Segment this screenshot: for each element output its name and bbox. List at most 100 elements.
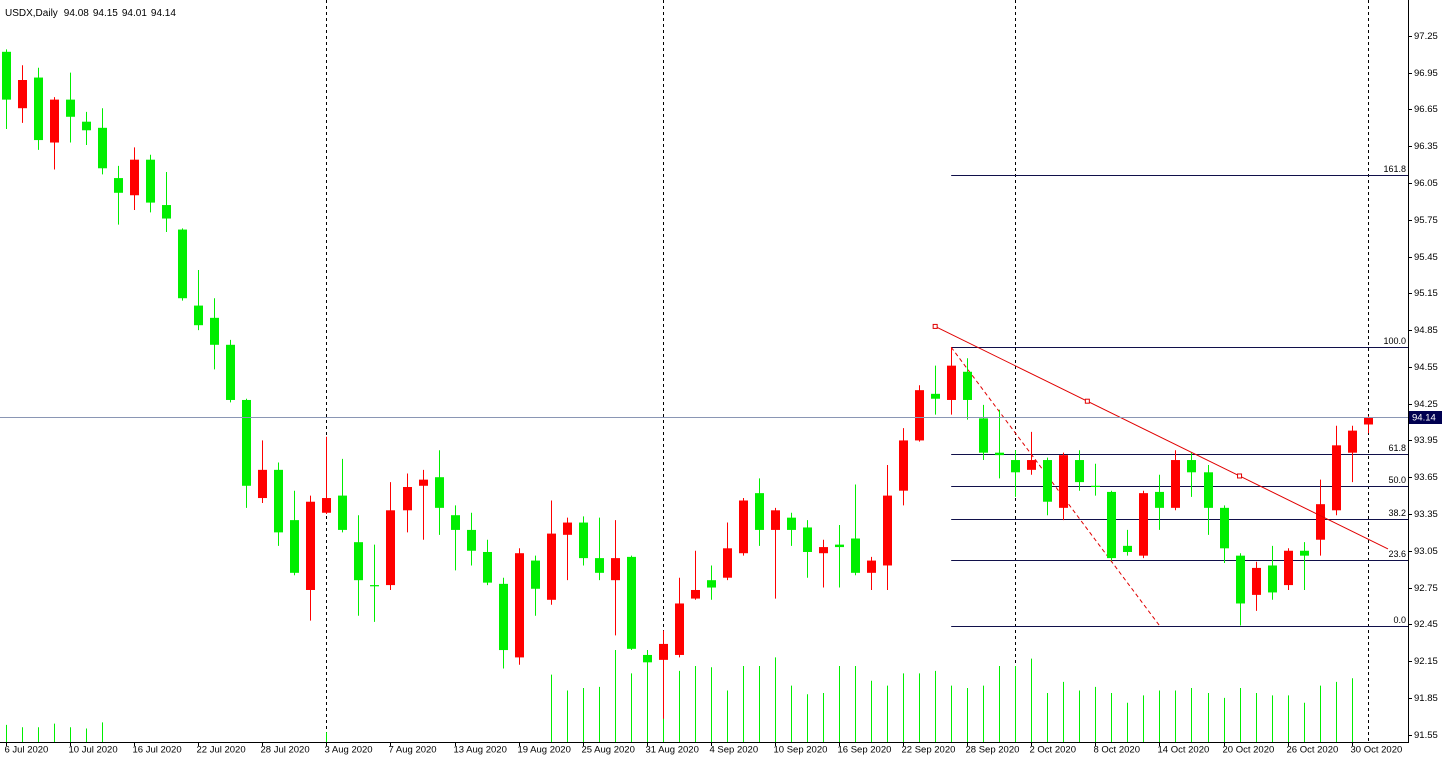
symbol-title: USDX,Daily — [5, 8, 58, 19]
candle-body — [290, 520, 299, 573]
y-tick-label: 97.25 — [1414, 31, 1438, 42]
candle-body — [1268, 565, 1277, 593]
candle-body — [1332, 445, 1341, 511]
candle-body — [18, 80, 27, 109]
trendline-handle — [1237, 473, 1243, 479]
candle-body — [1284, 550, 1293, 586]
candle-body — [1091, 485, 1100, 488]
fib-level-label: 50.0 — [1388, 475, 1406, 485]
x-tick-label: 4 Sep 2020 — [710, 745, 759, 756]
candle-body — [675, 603, 684, 655]
candle-body — [1011, 460, 1020, 473]
candle-body — [2, 51, 11, 100]
candle-body — [146, 159, 155, 203]
x-tick-label: 28 Sep 2020 — [966, 745, 1020, 756]
x-tick-label: 16 Jul 2020 — [133, 745, 182, 756]
fib-level-label: 0.0 — [1393, 615, 1406, 625]
candle-body — [819, 547, 828, 554]
x-tick-label: 20 Oct 2020 — [1223, 745, 1275, 756]
candle-body — [1171, 460, 1180, 508]
candle-body — [1348, 430, 1357, 453]
candle-body — [114, 178, 123, 193]
y-tick-label: 95.15 — [1414, 288, 1438, 299]
candle-body — [226, 344, 235, 400]
header-low: 94.01 — [122, 8, 147, 19]
candle-body — [82, 121, 91, 131]
fib-base-line — [950, 346, 1160, 626]
x-tick-label: 2 Oct 2020 — [1030, 745, 1076, 756]
header-high: 94.15 — [93, 8, 118, 19]
price-label: 94.14 — [1412, 413, 1436, 424]
candle-body — [707, 580, 716, 588]
y-tick-label: 96.95 — [1414, 68, 1438, 79]
candle-body — [66, 99, 75, 117]
fib-level-label: 61.8 — [1388, 443, 1406, 453]
candle-body — [435, 477, 444, 508]
candle-body — [499, 583, 508, 651]
candle-body — [1187, 460, 1196, 473]
candle-body — [1043, 460, 1052, 502]
candle-body — [627, 556, 636, 649]
header-close: 94.14 — [151, 8, 176, 19]
y-tick-label: 93.05 — [1414, 546, 1438, 557]
candle-body — [1027, 460, 1036, 470]
candle-body — [643, 654, 652, 663]
candle-body — [50, 99, 59, 143]
candle-body — [659, 643, 668, 660]
plot-area — [326, 0, 1369, 742]
candle-body — [899, 440, 908, 491]
candle-body — [739, 500, 748, 554]
candle-body — [322, 498, 331, 513]
candle-body — [1300, 550, 1309, 556]
candle-body — [467, 529, 476, 551]
candle-body — [595, 558, 604, 573]
price-label-box — [1409, 411, 1442, 424]
x-tick-label: 31 Aug 2020 — [646, 745, 699, 756]
candle-body — [531, 560, 540, 589]
candle-body — [34, 77, 43, 141]
candle-body — [306, 501, 315, 590]
candle-body — [771, 510, 780, 530]
y-tick-label: 95.75 — [1414, 215, 1438, 226]
y-tick-label: 92.45 — [1414, 619, 1438, 630]
candle-body — [274, 469, 283, 533]
candle-body — [386, 510, 395, 586]
candle-body — [451, 515, 460, 530]
chart-header: USDX,Daily 94.08 94.15 94.01 94.14 — [5, 8, 176, 19]
candle-body — [1220, 507, 1229, 549]
fib-level-label: 100.0 — [1383, 336, 1406, 346]
candle-body — [755, 493, 764, 530]
candle-body — [1107, 491, 1116, 559]
y-tick-label: 91.55 — [1414, 730, 1438, 741]
candle-body — [1155, 491, 1164, 508]
candle-body — [947, 365, 956, 400]
y-tick-label: 96.35 — [1414, 141, 1438, 152]
candle-body — [723, 548, 732, 578]
y-tick-label: 94.55 — [1414, 362, 1438, 373]
y-tick-label: 94.25 — [1414, 399, 1438, 410]
x-tick-label: 14 Oct 2020 — [1158, 745, 1210, 756]
x-tick-label: 7 Aug 2020 — [389, 745, 437, 756]
candle-body — [883, 495, 892, 566]
candle-body — [130, 159, 139, 196]
x-tick-label: 3 Aug 2020 — [325, 745, 373, 756]
x-tick-label: 22 Jul 2020 — [197, 745, 246, 756]
candle-body — [162, 205, 171, 219]
x-tick-label: 22 Sep 2020 — [902, 745, 956, 756]
candle-body — [1059, 455, 1068, 508]
fib-level-label: 161.8 — [1383, 164, 1406, 174]
candle-body — [1075, 460, 1084, 483]
candle-body — [210, 317, 219, 345]
y-tick-label: 96.65 — [1414, 104, 1438, 115]
header-open: 94.08 — [64, 8, 89, 19]
candle-body — [483, 551, 492, 583]
fib-level-label: 38.2 — [1388, 508, 1406, 518]
y-tick-label: 96.05 — [1414, 178, 1438, 189]
y-tick-label: 95.45 — [1414, 252, 1438, 263]
candle-body — [563, 522, 572, 535]
x-tick-label: 6 Jul 2020 — [5, 745, 49, 756]
candle-body — [403, 487, 412, 511]
y-tick-label: 91.85 — [1414, 693, 1438, 704]
x-tick-label: 19 Aug 2020 — [518, 745, 571, 756]
